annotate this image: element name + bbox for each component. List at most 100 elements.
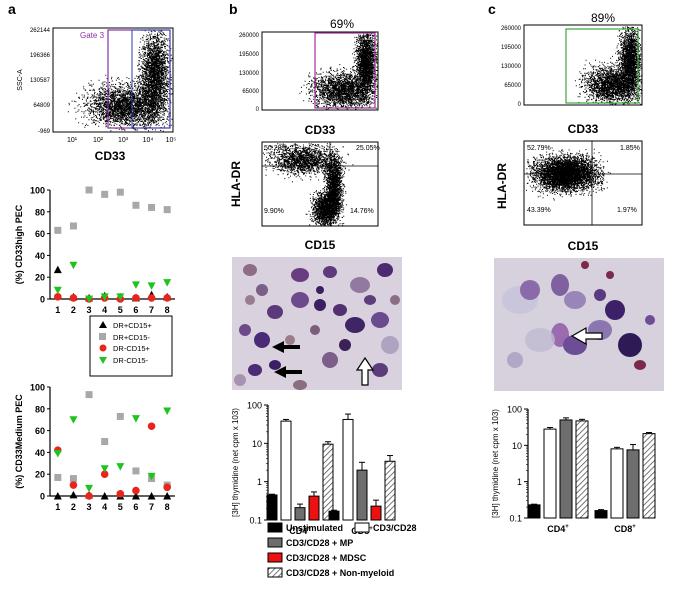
y-tick-label: 20: [35, 273, 45, 283]
y-tick-label: 100: [30, 186, 45, 196]
y-tick-label: 80: [35, 404, 45, 414]
x-tick-label: CD4+: [289, 526, 311, 536]
bar-chart-c: 0.1 1 10 100 [3H] thymidine (net cpm x 103) C…: [491, 405, 656, 534]
bar-legend-swatch-1: [354, 522, 370, 533]
point-s2-5: [132, 294, 140, 302]
point-s1-0: [54, 473, 62, 481]
point-s2-4: [116, 490, 125, 498]
bar-legend-label-4: CD3/CD28 + Non-myeloid: [286, 568, 394, 578]
panel-letter-a: a: [8, 1, 16, 17]
y-tick-c-3: 65000: [504, 83, 521, 89]
point-s1-5: [132, 467, 140, 475]
point-s0-1: [69, 490, 78, 499]
x-label-a: CD33: [95, 149, 126, 163]
y-tick-label: 0: [40, 295, 45, 305]
x-tick-a-4: 10⁵: [166, 137, 177, 144]
legend-label-1: DR+CD15-: [113, 333, 150, 342]
x-tick-label: 8: [165, 502, 170, 512]
flow-dots-c: [574, 26, 642, 105]
bar-legend-swatch-0: [267, 522, 283, 533]
x-tick-label: 8: [165, 305, 170, 315]
point-s1-0: [54, 226, 62, 234]
bar-s2-c0: [294, 507, 306, 521]
y-axis-label: [3H] thymidine (net cpm x 103): [231, 408, 240, 517]
x-tick-label: 7: [149, 305, 154, 315]
y-axis-label: (%) CD33Medium PEC: [14, 394, 24, 489]
arrow-icon-2: [274, 366, 302, 378]
bar-s1-c1: [342, 418, 354, 521]
panel-letter-c: c: [488, 1, 496, 17]
x-tick-label: 3: [87, 305, 92, 315]
bar-legend-label-1: CD3/CD28: [373, 523, 417, 533]
x-tick-label: 2: [71, 502, 76, 512]
quad-c-lr: 1.97%: [617, 207, 637, 214]
y-tick-c-2: 130000: [501, 64, 522, 70]
point-s3-3: [100, 465, 109, 473]
quad-b-ur: 25.05%: [356, 145, 380, 152]
point-s3-5: [131, 415, 140, 423]
gate-inner-a: [131, 29, 171, 129]
x-label-b-quad: CD15: [305, 238, 336, 252]
y-tick-a-3: 64809: [33, 103, 50, 109]
x-tick-label: 7: [149, 502, 154, 512]
point-s2-7: [163, 294, 171, 302]
legend-marker-0: [99, 321, 107, 328]
point-s2-5: [132, 486, 140, 495]
flow-plot-a: Gate 3 262144 196366 130587 64809 -969 S…: [17, 27, 177, 163]
point-s2-1: [69, 294, 78, 302]
y-tick-c-1: 195000: [501, 45, 522, 51]
x-label-c-quad: CD15: [568, 239, 599, 253]
y-tick-label: 0.1: [249, 516, 262, 526]
bar-chart-b: 0.1 1 10 100 [3H] thymidine (net cpm x 103) C…: [231, 401, 396, 536]
point-s0-6: [147, 492, 156, 500]
bar-legend-swatch-2: [267, 537, 283, 548]
x-tick-a-1: 10²: [93, 137, 104, 144]
point-s2-2: [85, 492, 93, 500]
point-s3-0: [53, 286, 62, 295]
point-s3-6: [147, 472, 156, 481]
x-tick-label: 5: [118, 502, 123, 512]
bar-s3-c1: [370, 505, 382, 521]
point-s3-6: [147, 282, 156, 290]
bar-legend-label-2: CD3/CD28 + MP: [286, 538, 353, 548]
quad-c-ur: 1.85%: [620, 145, 640, 152]
x-tick-label: CD8+: [614, 524, 636, 534]
y-tick-label: 40: [35, 251, 45, 261]
point-s3-2: [85, 295, 94, 303]
gate-label-a: Gate 3: [80, 31, 105, 40]
legend-marker-3: [99, 357, 107, 364]
flow-dots-a: [67, 29, 173, 132]
bar-legend: Unstimulated CD3/CD28 CD3/CD28 + MP CD3/CD2…: [267, 522, 417, 578]
point-s2-7: [163, 483, 171, 492]
legend-marker-1: [99, 333, 106, 340]
bar-legend-swatch-3: [267, 552, 283, 563]
point-s1-7: [163, 206, 171, 214]
y-tick-a-0: 262144: [30, 28, 51, 34]
point-s3-3: [100, 293, 109, 301]
point-s3-1: [69, 261, 78, 270]
x-tick-a-3: 10⁴: [143, 137, 154, 144]
y-label-c-quad: HLA-DR: [495, 163, 509, 209]
y-tick-label: 100: [30, 383, 45, 393]
point-s1-2: [85, 391, 93, 399]
quad-b-ll: 9.90%: [264, 208, 284, 215]
y-tick-a-2: 130587: [30, 78, 51, 84]
x-tick-label: 1: [55, 502, 60, 512]
y-tick-label: 60: [35, 229, 45, 239]
point-s0-0: [53, 265, 62, 274]
point-s3-0: [53, 449, 62, 458]
percent-c: 89%: [591, 11, 615, 25]
y-tick-label: 10: [512, 441, 522, 451]
y-tick-label: 20: [35, 470, 45, 480]
point-s0-5: [131, 492, 140, 500]
point-s3-1: [69, 416, 78, 424]
point-s2-6: [147, 422, 156, 431]
point-s1-3: [101, 438, 109, 445]
y-tick-label: 60: [35, 426, 45, 436]
y-tick-label: 0.1: [509, 514, 522, 524]
gate-rect-c: [565, 28, 639, 104]
open-arrow-icon-b: [355, 356, 375, 386]
x-tick-label: 6: [133, 502, 138, 512]
